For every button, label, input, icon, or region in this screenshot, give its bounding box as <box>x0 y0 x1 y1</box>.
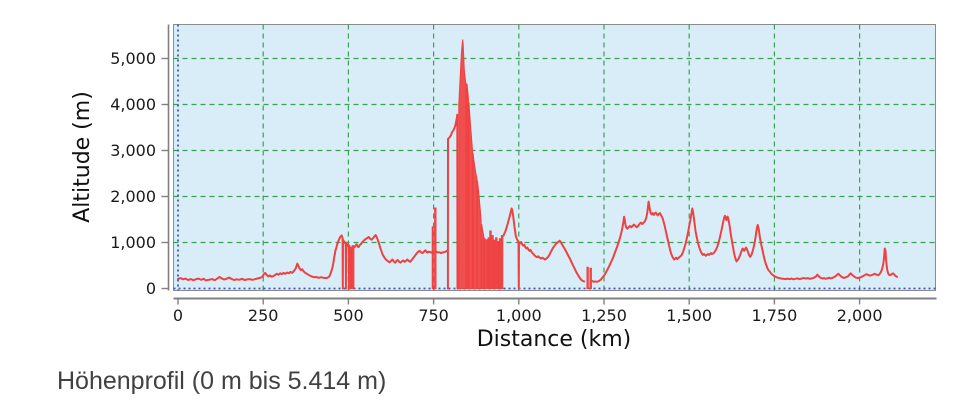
profile-fill <box>476 180 482 289</box>
profile-line <box>177 234 351 290</box>
x-tick-label: 750 <box>418 306 449 325</box>
profile-fill <box>495 237 498 289</box>
y-tick-label: 3,000 <box>110 141 156 160</box>
profile-fill <box>589 267 592 289</box>
profile-fill <box>500 235 504 289</box>
profile-fill <box>431 226 434 289</box>
y-tick-label: 5,000 <box>110 49 156 68</box>
profile-fill <box>466 83 469 289</box>
x-tick-label: 1,250 <box>581 306 627 325</box>
profile-line <box>591 200 899 283</box>
profile-fill <box>487 237 490 289</box>
plot-area <box>173 24 936 291</box>
plot-background <box>173 24 936 291</box>
profile-line <box>502 207 520 290</box>
profile-fill <box>472 152 478 289</box>
x-axis-title: Distance (km) <box>477 327 632 352</box>
profile-fill <box>493 239 496 289</box>
profile-fill <box>498 238 502 289</box>
y-axis-title: Altitude (m) <box>70 91 95 223</box>
profile-line <box>353 234 433 264</box>
chart-caption: Höhenprofil (0 m bis 5.414 m) <box>57 367 387 395</box>
profile-fill <box>489 230 492 289</box>
profile-fill <box>349 246 352 289</box>
axes: 0 1,000 2,000 3,000 4,000 5,000 0 250 500 750 1,00… <box>110 24 937 325</box>
x-tick-label: 250 <box>248 306 279 325</box>
x-tick-label: 2,000 <box>837 306 883 325</box>
profile-fill <box>351 245 355 289</box>
x-tick-label: 1,000 <box>496 306 542 325</box>
profile-fill <box>491 235 494 289</box>
profile-line <box>518 239 586 283</box>
profile-fill <box>483 236 486 289</box>
x-tick-label: 1,750 <box>751 306 797 325</box>
x-tick-label: 500 <box>333 306 364 325</box>
x-tick-label: 1,500 <box>666 306 712 325</box>
y-tick-label: 0 <box>146 279 156 298</box>
y-tick-label: 2,000 <box>110 187 156 206</box>
profile-fill <box>497 241 500 289</box>
profile-fill <box>434 207 437 289</box>
profile-fill <box>485 239 488 289</box>
y-tick-label: 4,000 <box>110 95 156 114</box>
profile-fill <box>586 266 589 289</box>
x-tick-label: 0 <box>173 306 183 325</box>
elevation-chart: 0 1,000 2,000 3,000 4,000 5,000 0 250 500 750 1,00… <box>70 24 937 352</box>
profile-line <box>446 113 459 290</box>
profile-line <box>435 249 448 255</box>
profile-fill <box>481 224 485 289</box>
y-tick-label: 1,000 <box>110 233 156 252</box>
profile-fill <box>458 39 467 289</box>
